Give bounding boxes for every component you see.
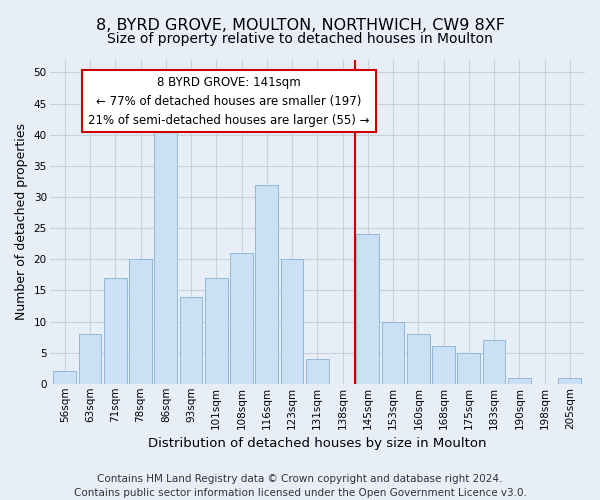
Bar	[306, 359, 329, 384]
Bar	[457, 352, 480, 384]
Bar	[129, 259, 152, 384]
Bar	[53, 372, 76, 384]
Bar	[432, 346, 455, 384]
Bar	[508, 378, 531, 384]
Bar	[382, 322, 404, 384]
Text: Contains HM Land Registry data © Crown copyright and database right 2024.
Contai: Contains HM Land Registry data © Crown c…	[74, 474, 526, 498]
Text: 8, BYRD GROVE, MOULTON, NORTHWICH, CW9 8XF: 8, BYRD GROVE, MOULTON, NORTHWICH, CW9 8…	[95, 18, 505, 32]
Bar	[559, 378, 581, 384]
Bar	[230, 253, 253, 384]
Bar	[407, 334, 430, 384]
Bar	[104, 278, 127, 384]
Bar	[281, 259, 304, 384]
Bar	[179, 296, 202, 384]
Bar	[356, 234, 379, 384]
Bar	[79, 334, 101, 384]
Bar	[154, 128, 177, 384]
Bar	[256, 184, 278, 384]
Text: Size of property relative to detached houses in Moulton: Size of property relative to detached ho…	[107, 32, 493, 46]
Bar	[205, 278, 227, 384]
X-axis label: Distribution of detached houses by size in Moulton: Distribution of detached houses by size …	[148, 437, 487, 450]
Y-axis label: Number of detached properties: Number of detached properties	[15, 124, 28, 320]
Bar	[483, 340, 505, 384]
Text: 8 BYRD GROVE: 141sqm
← 77% of detached houses are smaller (197)
21% of semi-deta: 8 BYRD GROVE: 141sqm ← 77% of detached h…	[88, 76, 370, 126]
